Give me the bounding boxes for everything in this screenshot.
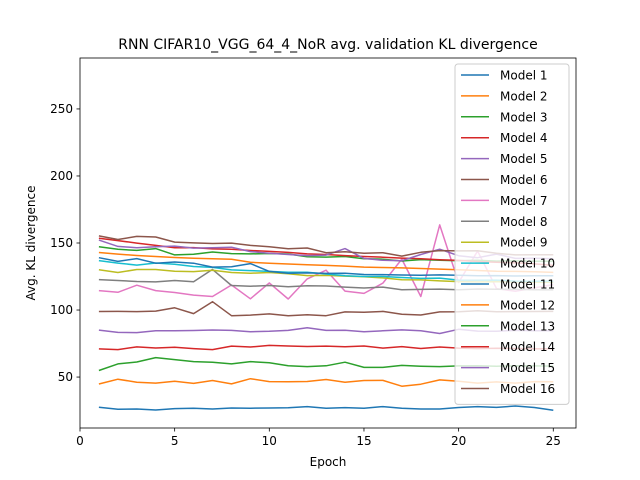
legend-label-model-15: Model 15 xyxy=(500,361,555,375)
legend-label-model-12: Model 12 xyxy=(500,298,555,312)
x-tick-label: 15 xyxy=(356,434,371,448)
legend-label-model-16: Model 16 xyxy=(500,382,555,396)
legend-label-model-8: Model 8 xyxy=(500,215,547,229)
x-tick-label: 5 xyxy=(171,434,179,448)
legend-label-model-14: Model 14 xyxy=(500,340,555,354)
y-tick-label: 250 xyxy=(50,102,73,116)
legend-label-model-3: Model 3 xyxy=(500,110,547,124)
y-tick-label: 150 xyxy=(50,236,73,250)
legend: Model 1 Model 2 Model 3 Model 4 Model 5 Model… xyxy=(454,63,570,405)
legend-label-model-2: Model 2 xyxy=(500,89,547,103)
series-line-model-1 xyxy=(98,405,554,411)
x-axis-label: Epoch xyxy=(310,455,347,469)
y-axis-label: Avg. KL divergence xyxy=(24,186,38,301)
legend-label-model-6: Model 6 xyxy=(500,173,547,187)
legend-label-model-4: Model 4 xyxy=(500,131,547,145)
plot-frame xyxy=(79,57,577,429)
chart-title: RNN CIFAR10_VGG_64_4_NoR avg. validation… xyxy=(118,37,537,53)
y-tick-label: 200 xyxy=(50,169,73,183)
legend-label-model-10: Model 10 xyxy=(500,257,555,271)
legend-label-model-11: Model 11 xyxy=(500,278,555,292)
legend-label-model-7: Model 7 xyxy=(500,194,547,208)
legend-label-model-5: Model 5 xyxy=(500,152,547,166)
legend-label-model-9: Model 9 xyxy=(500,236,547,250)
y-tick-label: 50 xyxy=(58,370,73,384)
legend-label-model-13: Model 13 xyxy=(500,319,555,333)
legend-label-model-1: Model 1 xyxy=(500,69,547,83)
x-tick-label: 25 xyxy=(546,434,561,448)
y-axis-ticks: 50 100 150 200 250 xyxy=(50,102,80,384)
y-tick-label: 100 xyxy=(50,303,73,317)
x-tick-label: 20 xyxy=(451,434,466,448)
legend-box xyxy=(454,63,570,405)
x-tick-label: 10 xyxy=(262,434,277,448)
x-tick-label: 0 xyxy=(76,434,84,448)
x-axis-ticks: 0 5 10 15 20 25 xyxy=(76,428,561,448)
